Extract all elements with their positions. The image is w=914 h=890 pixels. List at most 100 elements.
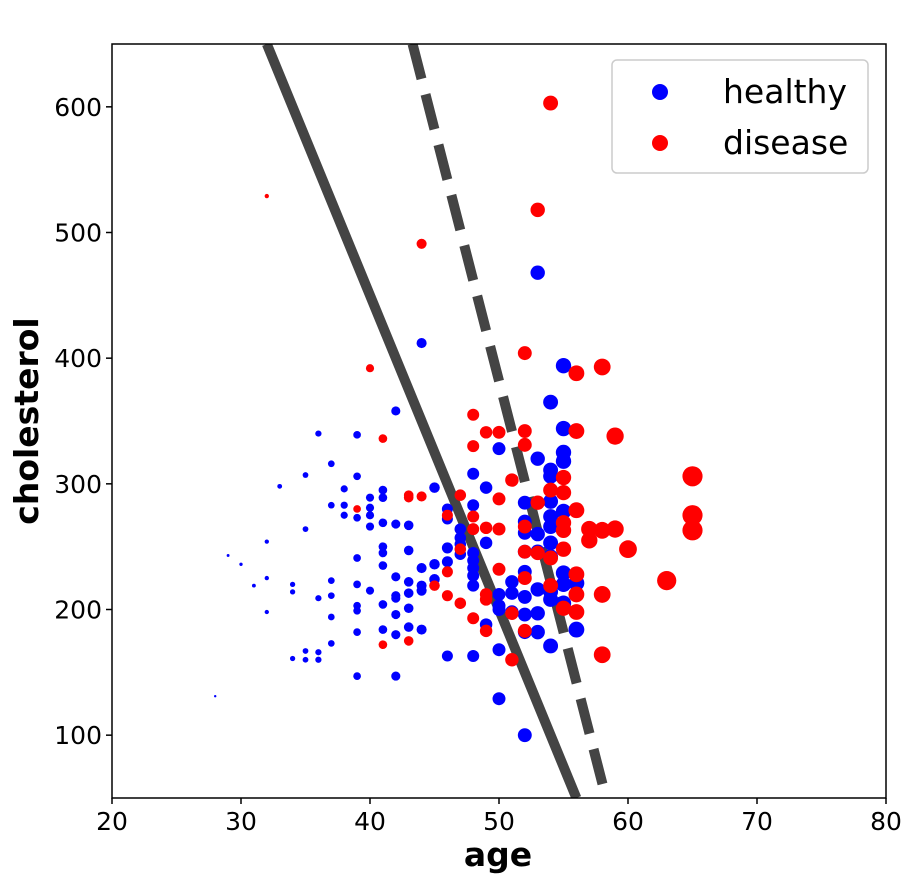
data-point-disease bbox=[441, 566, 453, 578]
data-point-disease bbox=[467, 440, 480, 453]
data-point-disease bbox=[530, 545, 545, 561]
data-point-healthy bbox=[239, 562, 243, 566]
data-point-healthy bbox=[378, 600, 388, 609]
legend-marker-disease bbox=[652, 135, 668, 151]
data-point-healthy bbox=[543, 468, 559, 484]
data-point-disease bbox=[378, 434, 388, 443]
data-point-healthy bbox=[479, 536, 493, 550]
data-point-healthy bbox=[403, 545, 414, 556]
data-point-healthy bbox=[467, 579, 480, 592]
data-point-healthy bbox=[391, 609, 401, 620]
data-point-disease bbox=[467, 523, 480, 536]
data-point-healthy bbox=[530, 606, 545, 621]
data-point-healthy bbox=[492, 692, 506, 706]
data-points bbox=[214, 95, 703, 743]
data-point-healthy bbox=[378, 625, 388, 634]
data-point-disease bbox=[606, 427, 624, 445]
data-point-healthy bbox=[327, 501, 335, 509]
data-point-healthy bbox=[353, 513, 361, 522]
x-tick-label: 80 bbox=[870, 807, 902, 836]
data-point-disease bbox=[517, 623, 532, 638]
data-point-disease bbox=[543, 482, 559, 498]
data-point-disease bbox=[517, 424, 532, 439]
data-point-disease bbox=[479, 426, 493, 439]
legend-box bbox=[611, 59, 869, 174]
data-point-healthy bbox=[365, 493, 375, 502]
data-point-healthy bbox=[391, 630, 401, 640]
data-point-disease bbox=[593, 358, 611, 376]
legend-marker-healthy bbox=[652, 84, 668, 100]
data-point-healthy bbox=[391, 406, 401, 416]
data-point-healthy bbox=[467, 649, 480, 662]
data-point-healthy bbox=[492, 643, 506, 657]
data-point-healthy bbox=[543, 493, 559, 509]
data-point-disease bbox=[555, 600, 572, 616]
data-point-disease bbox=[543, 550, 559, 566]
data-point-healthy bbox=[555, 565, 572, 581]
data-point-healthy bbox=[555, 576, 572, 593]
data-point-healthy bbox=[365, 586, 375, 595]
data-point-disease bbox=[467, 408, 480, 421]
data-point-healthy bbox=[429, 558, 440, 570]
data-point-healthy bbox=[403, 603, 414, 614]
data-point-healthy bbox=[391, 519, 401, 529]
data-point-healthy bbox=[416, 624, 427, 635]
data-point-healthy bbox=[302, 472, 309, 478]
data-point-healthy bbox=[543, 535, 559, 551]
data-point-disease bbox=[682, 466, 703, 487]
data-point-disease bbox=[492, 562, 506, 576]
data-point-healthy bbox=[391, 572, 401, 582]
data-point-healthy bbox=[530, 526, 545, 542]
data-point-disease bbox=[682, 505, 703, 526]
data-point-disease bbox=[581, 532, 598, 549]
data-point-healthy bbox=[340, 485, 348, 493]
data-point-disease bbox=[454, 489, 467, 501]
data-point-disease bbox=[568, 423, 585, 439]
data-point-healthy bbox=[479, 481, 493, 494]
x-tick-label: 20 bbox=[96, 807, 128, 836]
data-point-healthy bbox=[555, 420, 572, 437]
decision-boundaries bbox=[262, 44, 611, 798]
data-point-healthy bbox=[378, 493, 388, 502]
data-point-disease bbox=[581, 520, 598, 538]
data-point-disease bbox=[505, 606, 519, 620]
data-point-healthy bbox=[289, 589, 296, 595]
y-tick-label: 500 bbox=[54, 219, 102, 248]
data-point-healthy bbox=[340, 501, 348, 509]
data-point-disease bbox=[555, 469, 572, 486]
data-point-disease bbox=[568, 586, 585, 603]
data-point-healthy bbox=[429, 482, 440, 493]
x-tick-label: 50 bbox=[483, 807, 515, 836]
data-point-disease bbox=[682, 520, 703, 541]
y-tick-label: 100 bbox=[54, 721, 102, 750]
data-point-healthy bbox=[214, 695, 217, 698]
data-point-healthy bbox=[492, 603, 506, 616]
data-point-disease bbox=[454, 543, 467, 555]
data-point-healthy bbox=[327, 592, 335, 600]
data-point-disease bbox=[530, 495, 545, 510]
data-point-healthy bbox=[403, 622, 414, 632]
data-point-healthy bbox=[505, 586, 519, 600]
data-point-disease bbox=[543, 578, 559, 594]
data-point-healthy bbox=[467, 467, 480, 480]
y-tick-label: 600 bbox=[54, 93, 102, 122]
data-point-disease bbox=[593, 586, 611, 603]
data-point-disease bbox=[403, 636, 414, 646]
data-point-disease bbox=[568, 502, 585, 519]
data-point-healthy bbox=[315, 656, 322, 663]
data-point-healthy bbox=[543, 592, 559, 607]
y-tick-label: 400 bbox=[54, 344, 102, 373]
data-point-healthy bbox=[353, 580, 361, 589]
x-axis-label: age bbox=[464, 835, 532, 874]
data-point-disease bbox=[441, 509, 453, 521]
data-point-disease bbox=[454, 597, 467, 609]
data-point-disease bbox=[593, 521, 611, 539]
data-point-healthy bbox=[353, 430, 361, 439]
data-point-healthy bbox=[441, 556, 453, 568]
data-point-healthy bbox=[403, 588, 414, 598]
data-point-healthy bbox=[378, 561, 388, 570]
data-point-healthy bbox=[543, 394, 559, 410]
data-point-healthy bbox=[289, 581, 296, 588]
data-point-healthy bbox=[277, 483, 283, 489]
